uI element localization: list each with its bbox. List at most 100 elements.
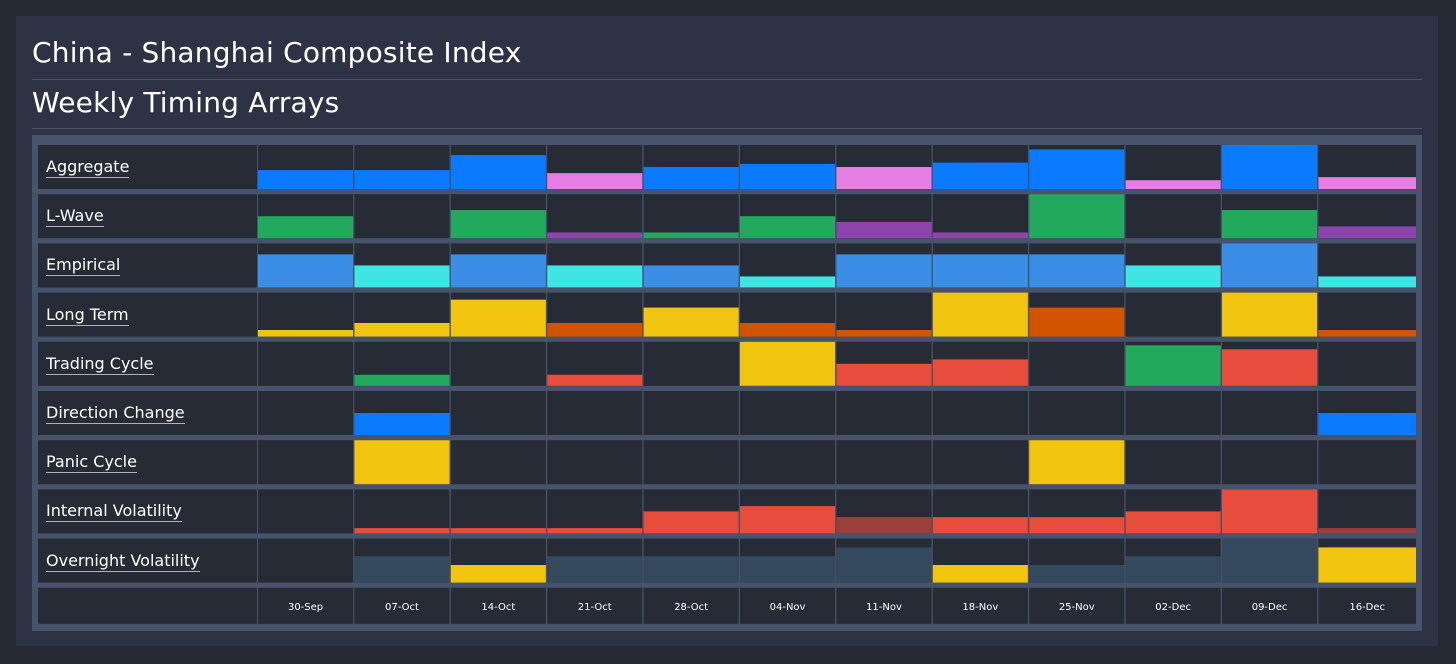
date-cell — [643, 587, 739, 624]
timing-bar — [932, 359, 1028, 386]
timing-bar — [740, 216, 836, 239]
grid-cell — [258, 391, 354, 435]
x-tick-label: 11-Nov — [866, 602, 902, 613]
timing-bar — [1029, 254, 1125, 288]
grid-cell — [354, 194, 450, 239]
timing-bar — [643, 307, 739, 337]
timing-bar — [547, 322, 643, 337]
grid-cell — [836, 440, 932, 485]
grid-cell — [1125, 194, 1221, 239]
timing-bar — [450, 528, 546, 534]
timing-bar — [354, 322, 450, 337]
timing-bar — [932, 254, 1028, 288]
grid-cell — [258, 440, 354, 485]
timing-bar — [354, 413, 450, 435]
grid-cell — [547, 489, 643, 534]
row-label-cell — [38, 341, 257, 386]
timing-bar — [643, 265, 739, 288]
chart-panel: China - Shanghai Composite Index Weekly … — [16, 16, 1438, 646]
date-cell — [450, 587, 546, 624]
timing-bar — [932, 517, 1028, 534]
date-cell — [547, 587, 643, 624]
grid-cell — [836, 292, 932, 337]
timing-bar — [1125, 556, 1221, 583]
timing-bar — [547, 556, 643, 583]
grid-cell — [547, 194, 643, 239]
timing-bar — [1029, 149, 1125, 189]
grid-cell — [932, 391, 1028, 435]
timing-bar — [547, 173, 643, 189]
timing-bar — [1222, 292, 1318, 337]
date-cell — [932, 587, 1028, 624]
x-tick-label: 04-Nov — [770, 602, 806, 613]
grid-cell — [1029, 391, 1125, 435]
timing-bar — [836, 167, 932, 189]
timing-bar — [836, 547, 932, 583]
timing-bar — [740, 322, 836, 337]
timing-bar — [1029, 440, 1125, 485]
timing-bar — [1029, 565, 1125, 583]
row-label[interactable]: Long Term — [46, 304, 129, 326]
timing-bar — [1222, 243, 1318, 288]
timing-bar — [450, 155, 546, 189]
timing-bar — [354, 528, 450, 534]
timing-bar — [836, 517, 932, 534]
grid-cell — [1318, 440, 1416, 485]
row-label[interactable]: Aggregate — [46, 157, 130, 178]
row-label-cell — [38, 194, 257, 239]
row-label[interactable]: Trading Cycle — [46, 353, 154, 375]
date-cell — [1125, 587, 1221, 624]
timing-bar — [547, 374, 643, 386]
date-cell — [836, 587, 932, 624]
grid-cell — [258, 341, 354, 386]
grid-cell — [932, 194, 1028, 239]
timing-bar — [354, 556, 450, 583]
grid-cell — [1222, 391, 1318, 435]
row-label[interactable]: Internal Volatility — [46, 501, 182, 523]
row-label[interactable]: Overnight Volatility — [46, 550, 200, 572]
timing-bar — [354, 265, 450, 288]
timing-bar — [740, 341, 836, 386]
timing-bar — [836, 221, 932, 239]
timing-bar — [258, 330, 354, 337]
timing-bar — [643, 556, 739, 583]
grid-cell — [1029, 341, 1125, 386]
grid-cell — [740, 391, 836, 435]
timing-bar — [1318, 547, 1416, 583]
timing-bar — [643, 167, 739, 189]
timing-bar — [1318, 330, 1416, 337]
date-cell — [740, 587, 836, 624]
timing-bar — [1318, 413, 1416, 435]
x-tick-label: 09-Dec — [1252, 602, 1288, 613]
timing-bar — [1029, 194, 1125, 239]
timing-bar — [1125, 345, 1221, 386]
grid-cell — [258, 489, 354, 534]
grid-cell — [450, 489, 546, 534]
row-label[interactable]: Panic Cycle — [46, 452, 137, 474]
timing-bar — [740, 276, 836, 288]
grid-cell — [1318, 489, 1416, 534]
timing-bar — [258, 216, 354, 239]
page-subtitle: Weekly Timing Arrays — [32, 86, 340, 119]
timing-array-svg: 30-Sep 07-Oct 14-Oct 21-Oct 28-Oct 04-Nov 11-N… — [38, 145, 1416, 624]
timing-bar — [547, 232, 643, 239]
date-row-label-cell — [38, 587, 257, 624]
timing-bar — [354, 170, 450, 189]
timing-bar — [932, 565, 1028, 583]
timing-bar — [643, 232, 739, 239]
row-label[interactable]: L-Wave — [46, 206, 104, 228]
row-label[interactable]: Empirical — [46, 255, 121, 277]
x-tick-label: 14-Oct — [481, 602, 515, 613]
timing-bar — [354, 440, 450, 485]
timing-bar — [740, 506, 836, 534]
row-label[interactable]: Direction Change — [46, 403, 185, 424]
date-cell — [258, 587, 354, 624]
date-cell — [1029, 587, 1125, 624]
grid-cell — [740, 440, 836, 485]
grid-cell — [354, 489, 450, 534]
date-cell — [1222, 587, 1318, 624]
timing-bar — [932, 232, 1028, 239]
timing-bar — [1029, 517, 1125, 534]
timing-array-grid: 30-Sep 07-Oct 14-Oct 21-Oct 28-Oct 04-Nov 11-N… — [32, 135, 1422, 631]
row-label-cell — [38, 538, 257, 583]
